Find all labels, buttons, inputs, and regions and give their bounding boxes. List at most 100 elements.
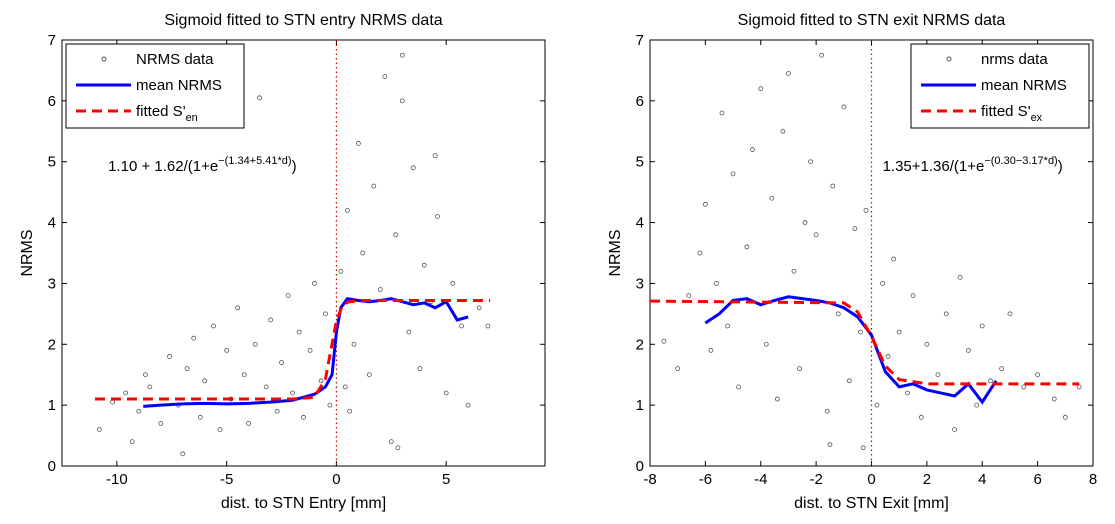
data-point: [791, 268, 797, 274]
data-point: [988, 378, 993, 384]
annotation-suffix: ): [292, 158, 297, 175]
data-point: [443, 390, 449, 396]
x-tick-label: 0: [867, 471, 875, 488]
panel: Sigmoid fitted to STN entry NRMS data dis…: [19, 12, 546, 512]
data-point: [191, 335, 197, 341]
legend-name: mean NRMS: [136, 77, 222, 94]
data-point: [432, 153, 438, 159]
data-point: [399, 52, 405, 58]
data-point: [241, 372, 247, 378]
y-axis-label: NRMS: [607, 229, 624, 276]
data-point: [979, 323, 985, 329]
y-tick-label: 1: [636, 397, 644, 414]
data-point: [905, 390, 910, 396]
data-point: [312, 281, 317, 286]
data-point: [910, 293, 916, 299]
data-point: [725, 323, 730, 329]
data-point: [268, 317, 273, 323]
y-tick-label: 3: [48, 275, 56, 292]
data-point: [459, 323, 464, 329]
data-point: [338, 268, 344, 274]
x-axis-label: dist. to STN Entry [mm]: [221, 495, 386, 512]
data-point: [123, 390, 129, 396]
y-tick-label: 5: [48, 154, 56, 171]
y-tick-label: 1: [48, 397, 56, 414]
panel: Sigmoid fitted to STN exit NRMS data dist…: [607, 12, 1097, 512]
x-tick-label: 4: [978, 471, 986, 488]
legend-name: fitted S': [981, 103, 1031, 120]
annotation-superscript: −(0.30−3.17*d): [984, 155, 1057, 167]
y-tick-label: 7: [636, 32, 644, 49]
data-point: [830, 183, 836, 189]
data-point: [224, 347, 230, 353]
legend-name: nrms data: [981, 51, 1048, 68]
y-tick-label: 4: [636, 215, 644, 232]
x-axis-label: dist. to STN Exit [mm]: [794, 495, 949, 512]
data-point: [406, 329, 412, 335]
data-point: [858, 329, 863, 335]
data-point: [318, 378, 324, 384]
data-point: [763, 341, 769, 347]
data-point: [769, 195, 775, 201]
y-tick-label: 0: [48, 458, 56, 475]
data-point: [347, 408, 353, 414]
data-point: [421, 262, 427, 268]
data-point: [860, 445, 866, 451]
series-line: [94, 298, 491, 401]
annotation-superscript: −(1.34+5.41*d): [218, 155, 291, 167]
data-point: [252, 341, 258, 347]
data-point: [780, 128, 786, 134]
data-point: [874, 402, 880, 408]
data-point: [1021, 384, 1027, 390]
x-tick-label: -10: [106, 471, 128, 488]
data-point: [274, 408, 280, 414]
data-point: [819, 52, 825, 58]
data-point: [896, 329, 902, 335]
legend-subscript: en: [186, 112, 198, 124]
data-point: [661, 338, 667, 344]
data-point: [342, 384, 348, 390]
data-point: [714, 281, 719, 286]
annotation: 1.10 + 1.62/(1+e−(1.34+5.41*d)): [108, 155, 296, 175]
data-point: [257, 95, 262, 101]
data-point: [285, 293, 291, 299]
data-point: [158, 420, 164, 426]
data-point: [417, 366, 423, 372]
data-point: [351, 341, 357, 347]
legend-label: nrms data: [981, 51, 1048, 68]
x-tick-label: -4: [754, 471, 767, 488]
data-point: [476, 305, 482, 311]
data-point: [290, 390, 295, 396]
y-tick-label: 4: [48, 215, 56, 232]
data-point: [813, 232, 819, 238]
annotation-text: 1.35+1.36/(1+e: [883, 158, 985, 175]
x-tick-label: 5: [442, 471, 450, 488]
data-point: [750, 147, 755, 152]
legend-label: fitted S'ex: [981, 103, 1043, 124]
legend: nrms data mean NRMS fitted S'ex: [910, 43, 1090, 129]
data-point: [841, 104, 847, 110]
data-point: [730, 171, 736, 177]
x-tick-label: 0: [332, 471, 340, 488]
annotation-text: 1.10 + 1.62/(1+e: [108, 158, 218, 175]
data-point: [697, 250, 703, 256]
data-point: [797, 366, 802, 372]
data-point: [395, 445, 401, 451]
data-point: [846, 378, 852, 384]
y-tick-label: 6: [48, 93, 56, 110]
data-point: [202, 378, 208, 384]
data-point: [263, 384, 269, 390]
data-point: [366, 372, 372, 378]
legend-label: fitted S'en: [136, 103, 198, 124]
legend-label: mean NRMS: [981, 77, 1067, 94]
legend-name: fitted S': [136, 103, 186, 120]
data-point: [863, 207, 869, 213]
legend-label: mean NRMS: [136, 77, 222, 94]
data-point: [167, 354, 172, 359]
data-point: [824, 408, 830, 414]
data-point: [388, 439, 394, 445]
data-point: [136, 408, 142, 414]
data-point: [197, 414, 203, 420]
data-point: [744, 244, 750, 250]
data-point: [1035, 372, 1041, 378]
